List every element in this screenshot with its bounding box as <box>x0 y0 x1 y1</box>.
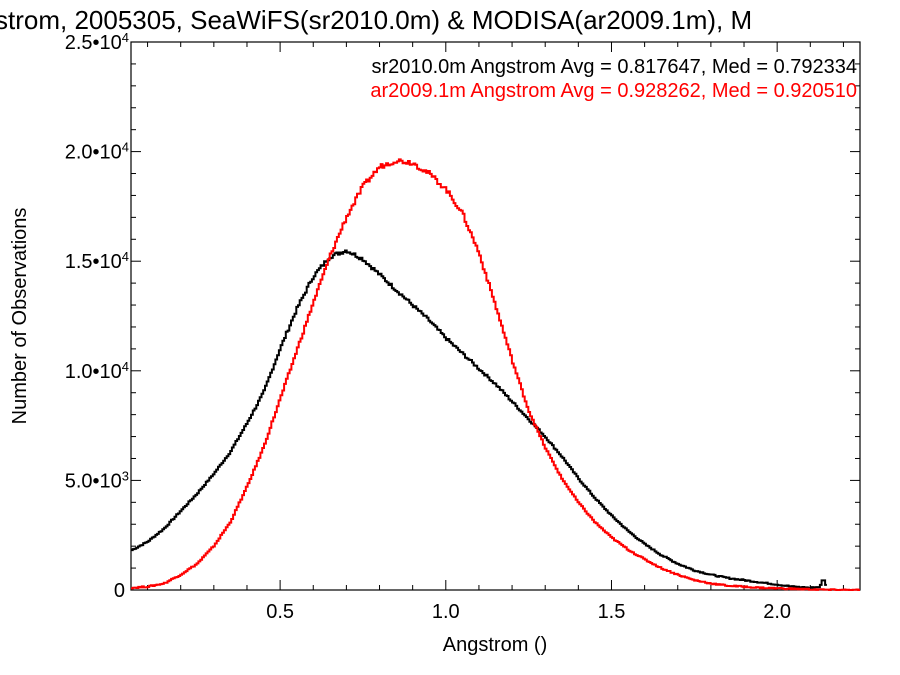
series-lines <box>131 158 860 591</box>
y-axis-label: Number of Observations <box>9 208 31 425</box>
x-tick-label: 1.0 <box>432 601 460 623</box>
x-tick-label: 1.5 <box>598 601 626 623</box>
legend-entry-ar2009: ar2009.1m Angstrom Avg = 0.928262, Med =… <box>370 80 857 102</box>
legend-entry-sr2010: sr2010.0m Angstrom Avg = 0.817647, Med =… <box>371 56 857 78</box>
y-tick-label: 2.5•104 <box>65 30 129 55</box>
plot-frame <box>130 41 861 591</box>
y-tick-label: 0 <box>114 580 125 602</box>
chart-title: strom, 2005305, SeaWiFS(sr2010.0m) & MOD… <box>0 5 752 35</box>
x-tick-label: 2.0 <box>763 601 791 623</box>
y-tick-label: 2.0•104 <box>65 139 129 164</box>
y-tick-label: 1.5•104 <box>65 249 129 274</box>
y-tick-label: 5.0•103 <box>65 468 129 493</box>
series-line-sr2010-0m <box>131 249 827 589</box>
x-axis-label: Angstrom () <box>443 634 547 656</box>
series-line-ar2009-1m <box>131 158 860 591</box>
y-tick-label: 1.0•104 <box>65 358 129 383</box>
axis-ticks: 0.5 1.0 1.5 2.0 0 5.0•103 1.0•104 1.5•104 2.0•10… <box>65 30 860 623</box>
x-tick-label: 0.5 <box>266 601 294 623</box>
